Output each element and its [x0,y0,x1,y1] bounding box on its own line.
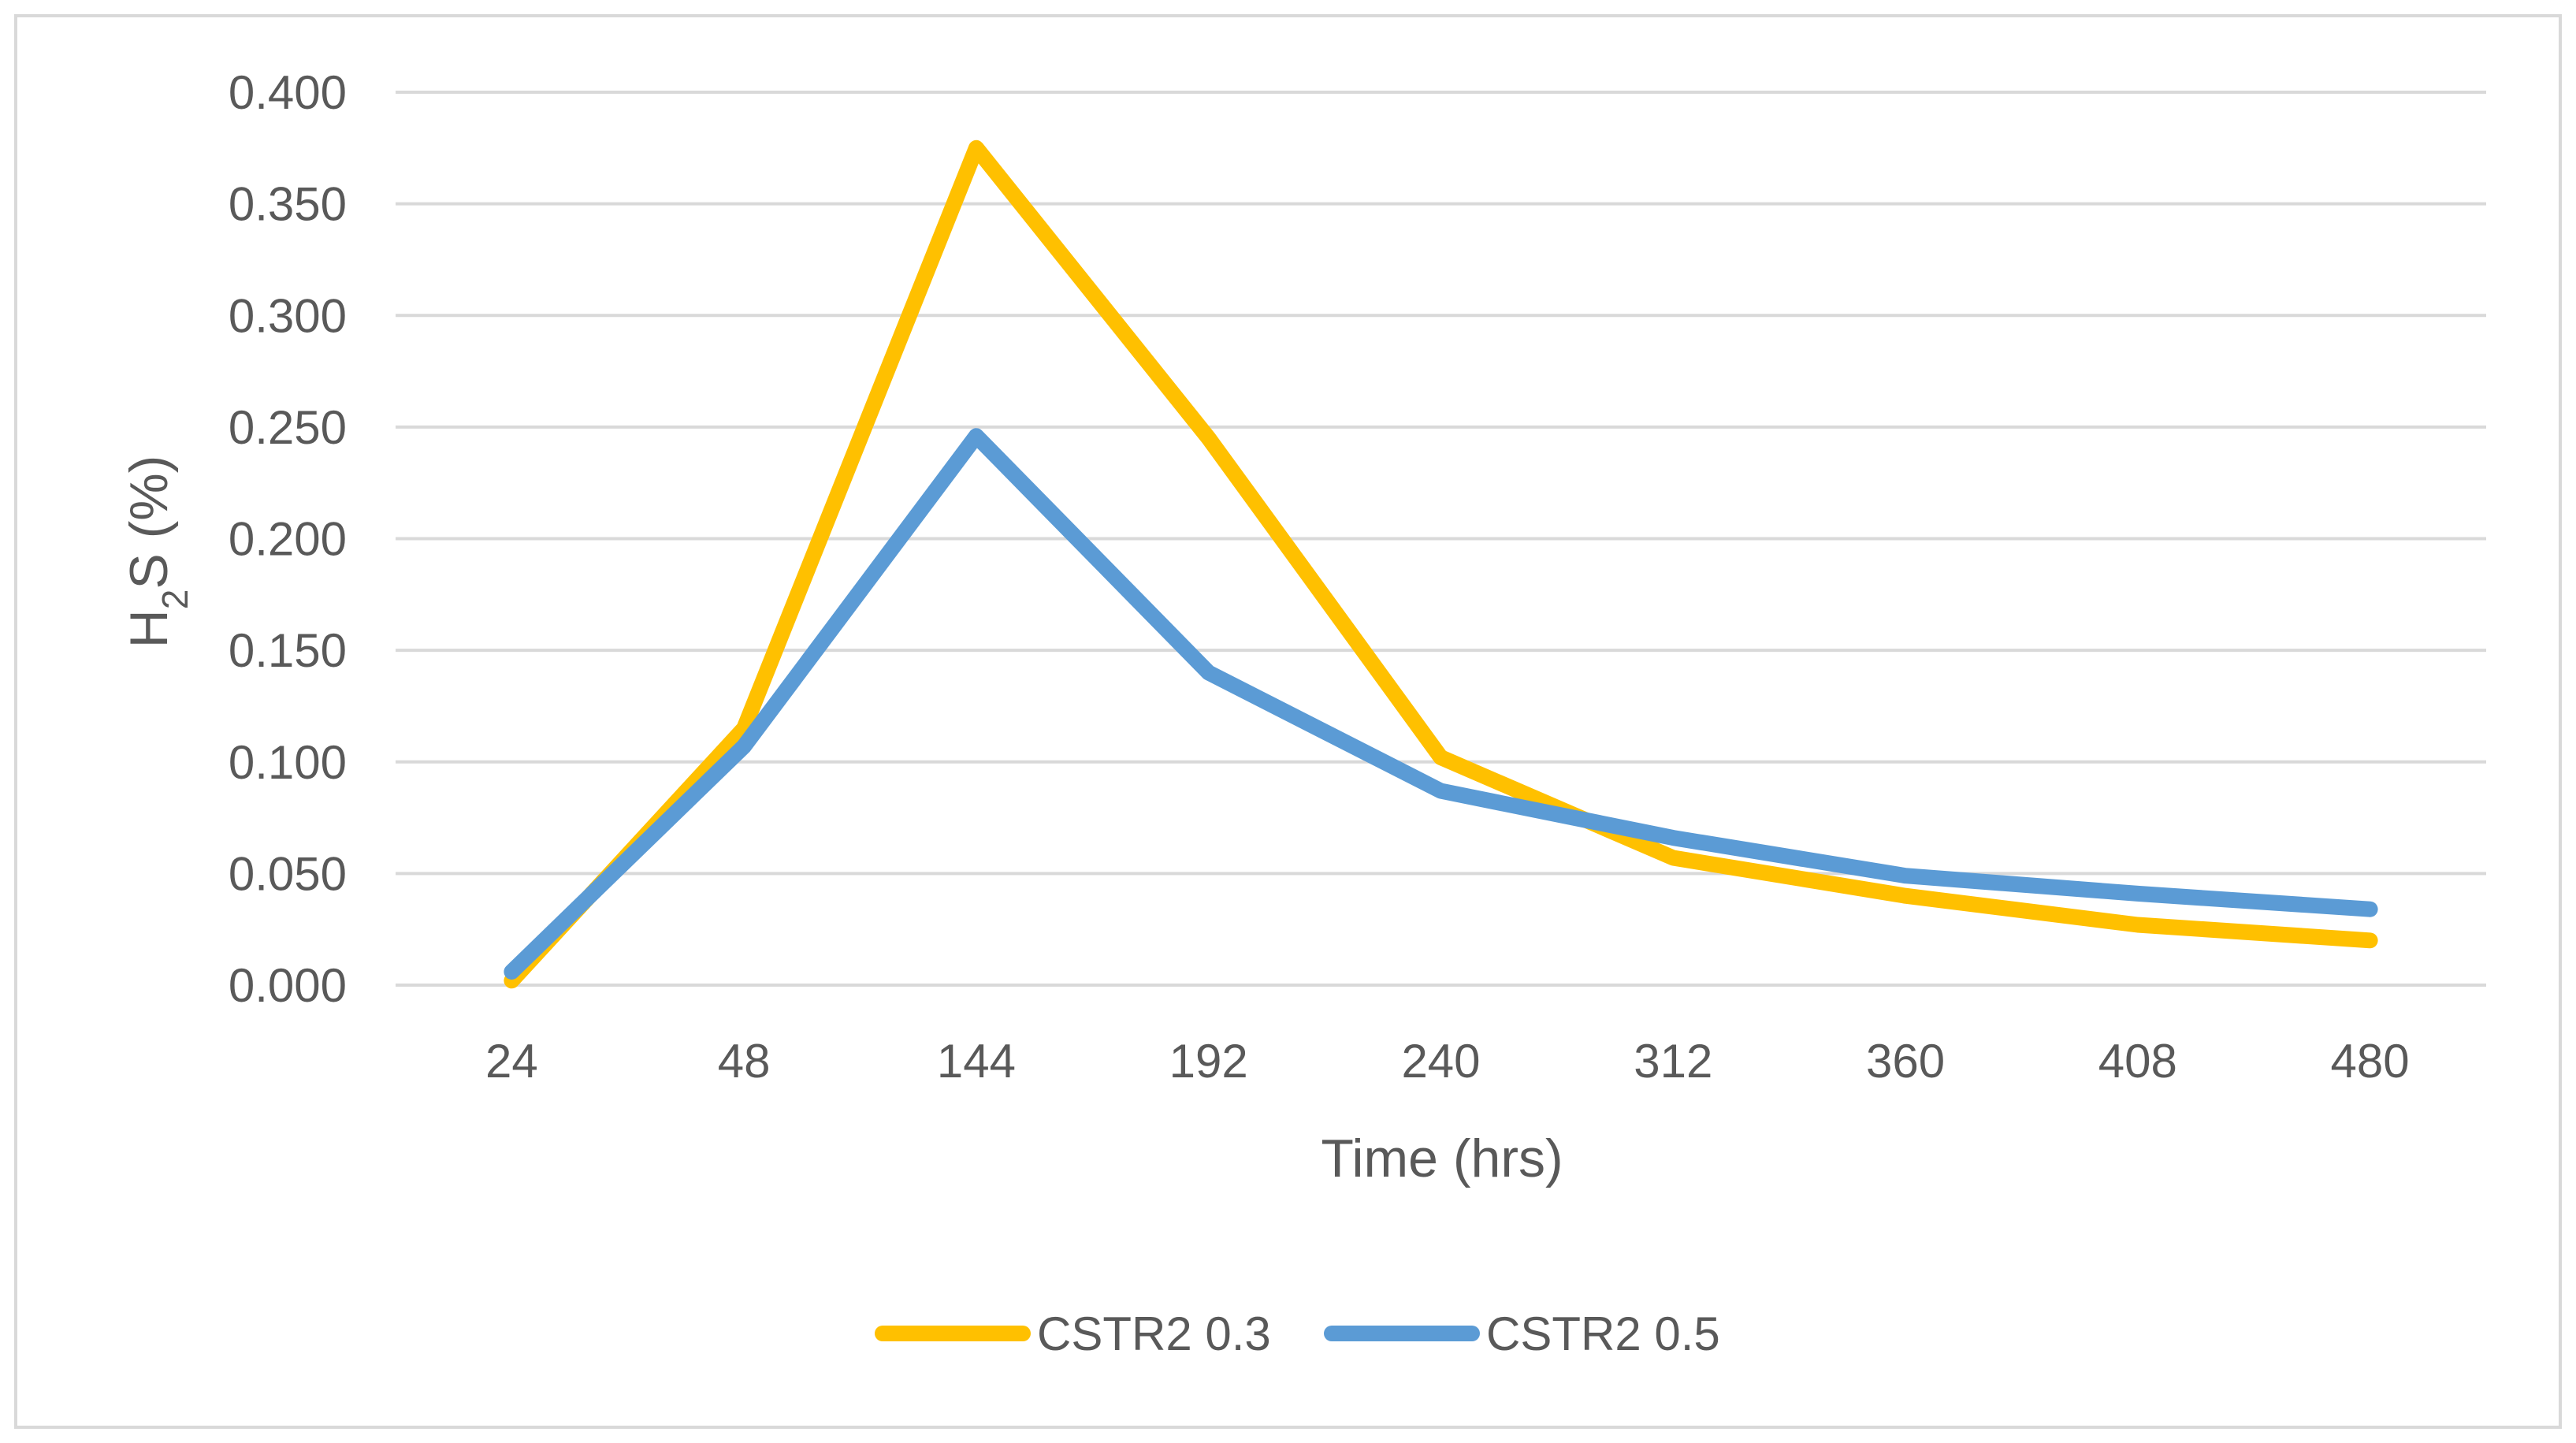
y-tick-label: 0.400 [229,66,347,119]
x-tick-label: 312 [1634,1035,1712,1088]
series [504,139,2378,989]
y-axis-title-base: H [119,609,179,648]
x-tick-label: 480 [2331,1035,2410,1088]
y-tick-label: 0.250 [229,401,347,454]
y-axis-title-rest: S (%) [119,456,179,589]
x-tick-label: 360 [1866,1035,1945,1088]
x-tick-label: 240 [1401,1035,1480,1088]
x-tick-label: 192 [1169,1035,1248,1088]
legend-label: CSTR2 0.5 [1486,1307,1720,1360]
y-axis-title-subscript: 2 [154,589,195,610]
x-tick-label: 48 [718,1035,771,1088]
y-tick-label: 0.000 [229,959,347,1012]
y-tick-label: 0.350 [229,178,347,231]
y-tick-label: 0.300 [229,289,347,342]
y-axis-title: H2S (%) [119,456,195,649]
y-tick-label: 0.200 [229,513,347,566]
x-tick-label: 408 [2098,1035,2177,1088]
x-axis-title: Time (hrs) [1321,1129,1563,1188]
y-tick-label: 0.100 [229,736,347,789]
y-axis-ticks: 0.000 0.050 0.100 0.150 0.200 0.250 0.300 0.350… [229,66,347,1012]
y-tick-label: 0.050 [229,847,347,900]
legend-label: CSTR2 0.3 [1037,1307,1271,1360]
x-axis-ticks: 24 48 144 192 240 312 360 408 480 [485,1035,2410,1088]
x-tick-label: 144 [937,1035,1016,1088]
gridlines [396,91,2486,987]
series-line-2 [504,428,2378,980]
series-line-1 [504,139,2378,989]
x-tick-label: 24 [485,1035,538,1088]
y-tick-label: 0.150 [229,624,347,677]
legend: CSTR2 0.3 CSTR2 0.5 [875,1307,1720,1360]
